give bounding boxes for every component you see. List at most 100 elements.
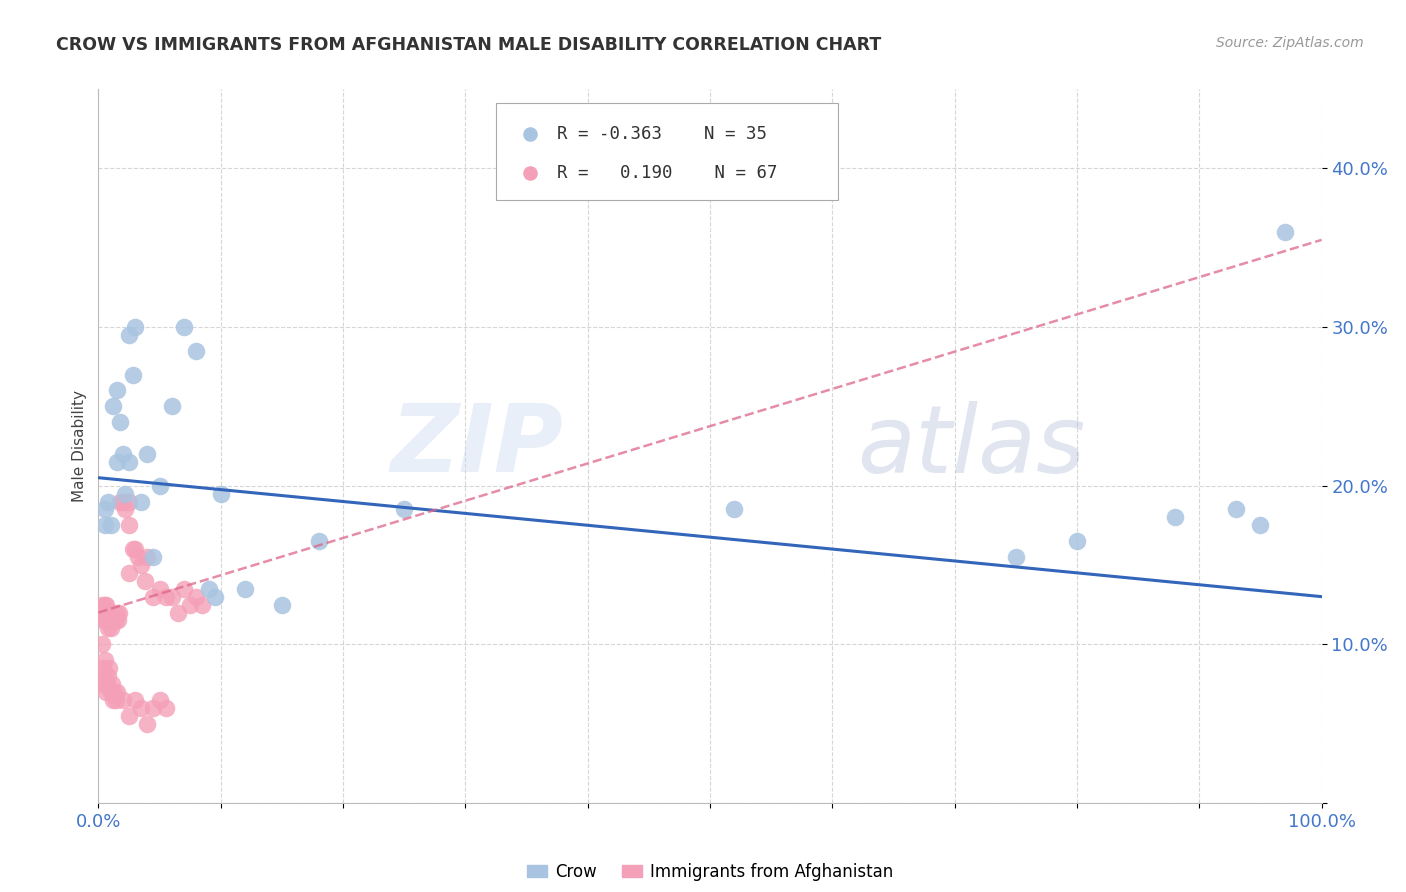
Point	[91, 606, 114, 620]
Point	[100, 518, 122, 533]
Point	[392, 502, 416, 516]
Point	[111, 692, 134, 706]
Point	[124, 692, 146, 706]
Point	[204, 590, 226, 604]
Point	[100, 685, 122, 699]
Point	[136, 716, 159, 731]
Point	[142, 590, 165, 604]
Point	[173, 582, 195, 596]
Point	[114, 486, 136, 500]
Point	[108, 606, 131, 620]
Point	[103, 685, 125, 699]
Point	[1004, 549, 1026, 564]
Point	[97, 614, 120, 628]
Point	[104, 614, 127, 628]
Point	[90, 606, 112, 620]
Point	[104, 692, 127, 706]
Point	[97, 494, 120, 508]
Point	[118, 455, 141, 469]
Point	[94, 606, 117, 620]
Point	[91, 614, 114, 628]
Point	[93, 653, 115, 667]
Point	[1249, 518, 1271, 533]
Point	[149, 582, 172, 596]
Point	[105, 384, 128, 398]
Point	[96, 614, 118, 628]
Point	[101, 677, 124, 691]
Point	[97, 669, 120, 683]
Point	[129, 700, 152, 714]
Point	[105, 606, 128, 620]
Point	[91, 637, 114, 651]
Point	[93, 606, 115, 620]
Point	[129, 558, 152, 572]
Point	[186, 590, 208, 604]
Point	[98, 661, 121, 675]
Point	[103, 614, 125, 628]
Point	[105, 685, 128, 699]
Point	[160, 590, 183, 604]
Point	[105, 455, 128, 469]
Point	[149, 478, 172, 492]
Point	[91, 661, 114, 675]
Point	[167, 606, 190, 620]
Point	[142, 700, 165, 714]
Point	[160, 400, 183, 414]
Point	[136, 447, 159, 461]
Point	[1225, 502, 1247, 516]
Point	[173, 320, 195, 334]
Point	[107, 614, 129, 628]
Point	[90, 669, 112, 683]
Point	[233, 582, 256, 596]
Point	[134, 574, 156, 588]
Point	[100, 614, 122, 628]
Point	[142, 549, 165, 564]
Point	[308, 534, 330, 549]
Point	[94, 598, 117, 612]
Point	[98, 614, 121, 628]
Point	[186, 343, 208, 358]
Text: R = -0.363    N = 35: R = -0.363 N = 35	[557, 125, 768, 143]
Point	[93, 598, 115, 612]
Point	[209, 486, 232, 500]
Point	[179, 598, 201, 612]
Point	[1066, 534, 1088, 549]
Point	[101, 692, 124, 706]
Point	[111, 447, 134, 461]
Point	[114, 502, 136, 516]
Point	[197, 582, 219, 596]
Point	[98, 606, 121, 620]
Text: CROW VS IMMIGRANTS FROM AFGHANISTAN MALE DISABILITY CORRELATION CHART: CROW VS IMMIGRANTS FROM AFGHANISTAN MALE…	[56, 36, 882, 54]
Text: ZIP: ZIP	[391, 400, 564, 492]
Point	[723, 502, 745, 516]
Point	[127, 549, 149, 564]
Point	[110, 415, 132, 429]
Point	[121, 542, 143, 557]
Point	[93, 518, 115, 533]
Point	[91, 677, 114, 691]
Point	[270, 598, 294, 612]
Point	[129, 494, 152, 508]
Point	[118, 494, 141, 508]
Y-axis label: Male Disability: Male Disability	[72, 390, 87, 502]
Point	[94, 685, 117, 699]
Point	[93, 614, 115, 628]
Point	[110, 494, 132, 508]
Point	[124, 320, 146, 334]
Point	[96, 677, 118, 691]
Point	[93, 502, 115, 516]
Point	[101, 400, 124, 414]
Point	[101, 614, 124, 628]
Point	[118, 708, 141, 723]
Point	[124, 542, 146, 557]
Point	[111, 494, 134, 508]
Text: R =   0.190    N = 67: R = 0.190 N = 67	[557, 164, 778, 182]
Point	[96, 606, 118, 620]
Point	[191, 598, 214, 612]
Point	[118, 566, 141, 580]
Point	[97, 621, 120, 635]
Text: atlas: atlas	[856, 401, 1085, 491]
Legend: Crow, Immigrants from Afghanistan: Crow, Immigrants from Afghanistan	[520, 856, 900, 888]
Point	[155, 590, 177, 604]
Point	[1164, 510, 1187, 524]
